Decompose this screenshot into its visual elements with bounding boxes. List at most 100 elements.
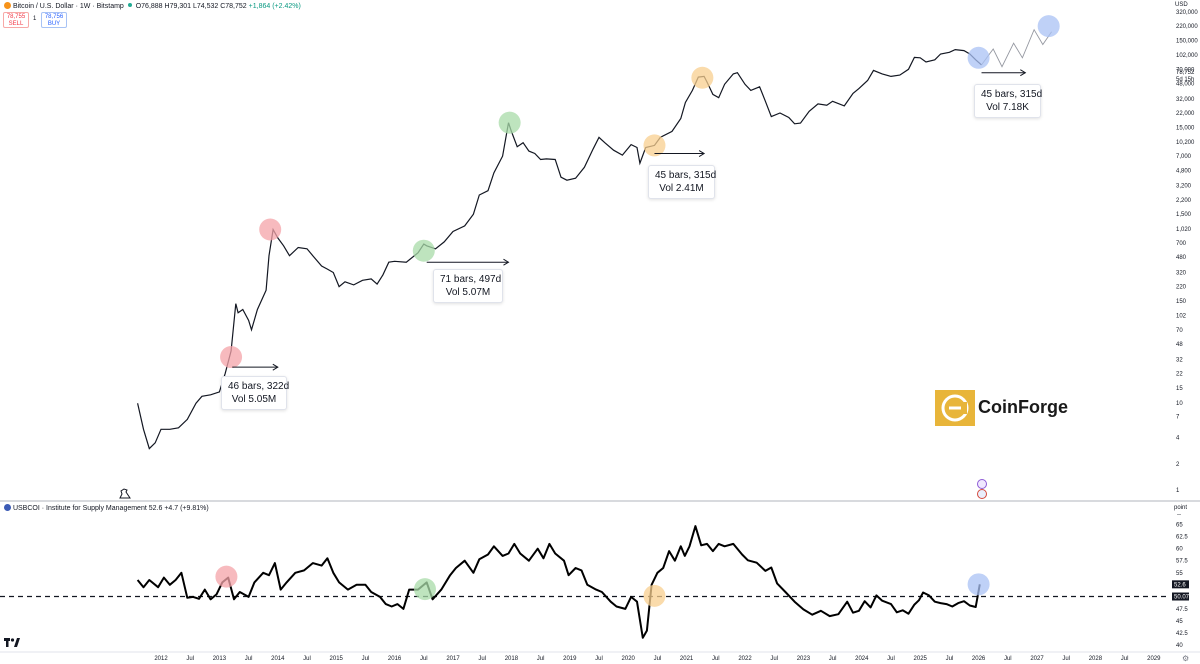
- bitcoin-icon: [4, 2, 11, 9]
- price-tick-label: 70,000: [1176, 67, 1195, 73]
- range-arrow-layer: [232, 69, 1027, 371]
- pmi-reference-value-tag: 50.07: [1172, 592, 1190, 601]
- range-annotation-1[interactable]: 46 bars, 322d Vol 5.05M: [221, 376, 289, 410]
- time-tick-label: 2012: [154, 656, 168, 662]
- time-tick-label: Jul: [362, 656, 370, 662]
- time-tick-label: Jul: [1121, 656, 1129, 662]
- price-tick-label: 102,000: [1176, 53, 1198, 59]
- time-tick-label: Jul: [478, 656, 486, 662]
- range-annotation-volume: Vol 7.18K: [986, 102, 1029, 113]
- time-tick-label: Jul: [186, 656, 194, 662]
- price-tick-label: 102: [1176, 314, 1187, 320]
- time-tick-label: 2026: [972, 656, 986, 662]
- range-annotation-volume: Vol 5.07M: [445, 287, 491, 298]
- price-tick-label: 1,500: [1176, 212, 1192, 218]
- brand-watermark: CoinForge: [935, 390, 1075, 426]
- time-tick-label: 2017: [446, 656, 460, 662]
- price-tick-label: 480: [1176, 255, 1187, 261]
- time-tick-label: 2014: [271, 656, 285, 662]
- us-flag-icon: [4, 504, 11, 511]
- time-tick-label: 2016: [388, 656, 402, 662]
- price-change: +1,864 (+2.42%): [248, 3, 301, 10]
- time-tick-label: Jul: [537, 656, 545, 662]
- pmi-axis: 6562.56057.55552.55047.54542.54052.650.0…: [1172, 523, 1190, 649]
- pmi-tick-label: 65: [1176, 523, 1183, 529]
- brand-name: CoinForge: [978, 397, 1068, 417]
- time-tick-label: Jul: [1062, 656, 1070, 662]
- ohlc-high: H79,301: [164, 3, 191, 10]
- sell-button[interactable]: 78,755 SELL: [3, 12, 29, 28]
- time-tick-label: 2019: [563, 656, 577, 662]
- price-tick-label: 22: [1176, 371, 1183, 377]
- time-tick-label: 2029: [1147, 656, 1161, 662]
- price-tick-label: 10,200: [1176, 140, 1195, 146]
- time-tick-label: Jul: [303, 656, 311, 662]
- pmi-line: [136, 525, 981, 639]
- price-tick-label: 32,000: [1176, 97, 1195, 103]
- indicator-change: +4.7 (+9.81%): [164, 505, 209, 512]
- price-axis: 320,000 220,000 150,000 102,000 70,000 48,000…: [1176, 10, 1198, 494]
- settings-gear-icon[interactable]: ⚙: [1182, 654, 1190, 663]
- blue-cycle-marker: [967, 46, 990, 69]
- price-tick-label: 220: [1176, 285, 1187, 291]
- ohlc-open: O76,888: [135, 3, 163, 10]
- time-axis: 2012 Jul 2013 Jul 2014 Jul 2015 Jul 2016 Jul 2017 J…: [154, 656, 1161, 662]
- sell-price: 78,755: [6, 14, 26, 20]
- range-arrow: [426, 258, 510, 266]
- symbol-title[interactable]: Bitcoin / U.S. Dollar · 1W · Bitstamp: [12, 3, 124, 10]
- buy-button[interactable]: 78,756 BUY: [41, 12, 67, 28]
- price-tick-label: 220,000: [1176, 24, 1198, 30]
- price-tick-label: 15,000: [1176, 125, 1195, 131]
- currency-label[interactable]: USD: [1175, 2, 1188, 8]
- range-arrow: [981, 69, 1027, 77]
- red-cycle-marker: [220, 346, 243, 369]
- time-tick-label: Jul: [245, 656, 253, 662]
- indicator-legend: USBCOI · Institute for Supply Management…: [4, 504, 209, 512]
- current-price-label: 78,752: [1176, 70, 1195, 76]
- pmi-tick-label: 60: [1176, 547, 1183, 553]
- price-tick-label: 15: [1176, 386, 1183, 392]
- buy-label: BUY: [47, 21, 61, 27]
- time-tick-label: 2015: [330, 656, 344, 662]
- range-annotation-volume: Vol 5.05M: [231, 394, 277, 405]
- blue-pmi-marker: [967, 573, 990, 596]
- pmi-tick-label: 40: [1176, 643, 1183, 649]
- buy-price: 78,756: [44, 14, 64, 20]
- price-tick-label: 4,800: [1176, 168, 1192, 174]
- green-cycle-marker: [412, 239, 435, 262]
- time-tick-label: 2020: [622, 656, 636, 662]
- pmi-current-value-tag-text: 52.6: [1174, 582, 1186, 588]
- indicator-unit: point: [1174, 505, 1188, 511]
- time-tick-label: Jul: [595, 656, 603, 662]
- time-tick-label: 2025: [914, 656, 928, 662]
- indicator-title[interactable]: USBCOI · Institute for Supply Management: [12, 505, 147, 512]
- pmi-reference-value-tag-text: 50.07: [1174, 595, 1190, 601]
- time-tick-label: Jul: [712, 656, 720, 662]
- time-tick-label: 2027: [1030, 656, 1044, 662]
- orange-cycle-marker: [643, 134, 666, 157]
- price-tick-label: 7: [1176, 415, 1180, 421]
- price-tick-label: 48,000: [1176, 82, 1195, 88]
- time-tick-label: Jul: [1004, 656, 1012, 662]
- time-tick-label: Jul: [654, 656, 662, 662]
- pmi-tick-label: 57.5: [1176, 559, 1188, 565]
- time-tick-label: 2023: [797, 656, 811, 662]
- symbol-legend: Bitcoin / U.S. Dollar · 1W · Bitstamp O7…: [4, 2, 301, 10]
- ohlc-close: C78,752: [220, 3, 247, 10]
- range-arrow: [654, 150, 706, 157]
- market-status-icon: [127, 3, 132, 7]
- time-tick-label: Jul: [946, 656, 954, 662]
- event-icon[interactable]: [976, 478, 988, 505]
- price-tick-label: 70: [1176, 328, 1183, 334]
- time-tick-label: 2018: [505, 656, 519, 662]
- range-annotation-3[interactable]: 45 bars, 315d Vol 2.41M: [648, 165, 717, 199]
- range-annotation-bars: 45 bars, 315d: [655, 170, 717, 181]
- bar-countdown-label: 5d 15h: [1176, 77, 1194, 83]
- orange-pmi-marker: [643, 584, 666, 607]
- range-annotation-4[interactable]: 45 bars, 315d Vol 7.18K: [974, 84, 1042, 118]
- range-annotation-2[interactable]: 71 bars, 497d Vol 5.07M: [433, 269, 503, 303]
- pmi-tick-label: 42.5: [1176, 631, 1188, 637]
- tradingview-logo-icon[interactable]: [4, 638, 20, 650]
- price-line: [137, 48, 982, 450]
